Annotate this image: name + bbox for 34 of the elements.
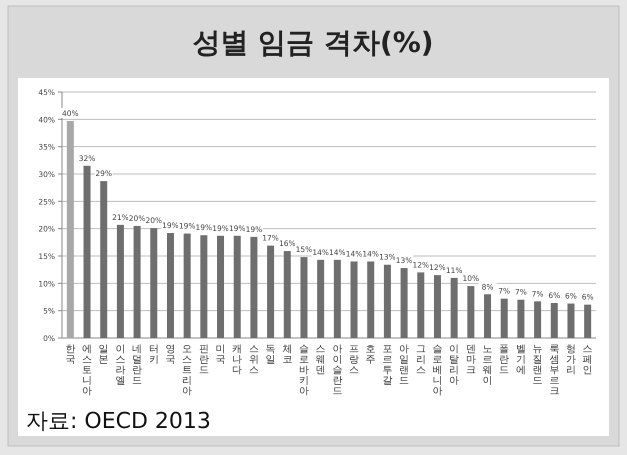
x-tick-label: 아이슬란드 (332, 344, 342, 397)
x-tick-label: 영국 (165, 344, 176, 366)
x-tick-label: 이탈리아 (449, 344, 460, 386)
x-tick-label: 오스트리아 (182, 344, 192, 397)
x-tick-label: 헝가리 (566, 344, 576, 376)
x-tick-label: 에스토니아 (82, 344, 92, 397)
x-tick-label: 폴란드 (499, 344, 510, 376)
x-tick-label: 스웨덴 (316, 344, 326, 376)
x-tick-label: 벨기에 (516, 344, 526, 376)
x-tick-label: 노르웨이 (482, 344, 493, 386)
x-tick-label: 체코 (282, 344, 292, 366)
x-tick-label: 핀란드 (198, 344, 209, 376)
x-tick-label: 그리스 (416, 344, 426, 376)
x-tick-label: 한국 (65, 344, 76, 366)
text: 자료: OECD 2013 (26, 409, 211, 434)
x-tick-label: 슬로베니아 (432, 344, 442, 397)
x-tick-label: 스페인 (582, 344, 593, 376)
x-tick-label: 덴마크 (466, 344, 476, 376)
x-tick-label: 터키 (148, 344, 159, 366)
x-tick-label: 스위스 (248, 344, 259, 376)
x-tick-label: 캐나다 (232, 344, 242, 376)
x-tick-label: 슬로바키아 (298, 344, 309, 397)
x-tick-label: 프랑스 (349, 344, 360, 376)
x-tick-label: 독일 (266, 344, 276, 366)
x-tick-label: 호주 (366, 344, 376, 366)
x-tick-label: 네덜란드 (132, 344, 142, 386)
x-tick-label: 룩셈부르크 (549, 344, 560, 397)
chart-title: 성별 임금 격차(%) (192, 26, 434, 59)
x-tick-label: 아일랜드 (399, 344, 410, 386)
x-tick-label: 미국 (216, 344, 226, 366)
x-tick-label: 이스라엘 (115, 344, 126, 386)
x-tick-label: 뉴질랜드 (532, 344, 543, 386)
x-tick-label: 일본 (98, 344, 109, 366)
x-tick-label: 포르투갈 (382, 344, 392, 386)
